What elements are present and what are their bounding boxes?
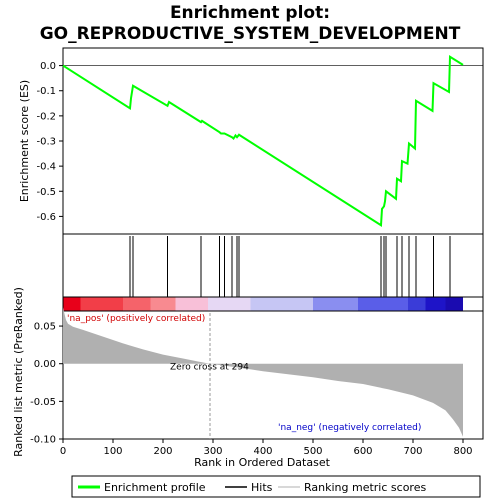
negative-correlated-label: 'na_neg' (negatively correlated) (278, 423, 421, 433)
x-tick-label: 200 (153, 446, 172, 457)
ranked-y-tick-label: -0.05 (30, 397, 56, 408)
ranked-y-tick-label: -0.10 (30, 435, 56, 446)
title-line-2: GO_REPRODUCTIVE_SYSTEM_DEVELOPMENT (40, 24, 461, 44)
ranked-y-tick-label: 0.05 (34, 322, 56, 333)
color-bar-segment (175, 297, 208, 311)
zero-cross-label: Zero cross at 294 (170, 363, 249, 373)
x-tick-label: 500 (303, 446, 322, 457)
legend-items: Enrichment profile Hits Ranking metric sco… (78, 481, 426, 494)
legend-label: Ranking metric scores (304, 481, 426, 494)
hit-markers (129, 236, 451, 297)
color-bar-segment (313, 297, 358, 311)
es-y-tick-label: -0.1 (36, 86, 56, 97)
es-y-tick-label: 0.0 (40, 61, 56, 72)
hits-panel (62, 233, 484, 298)
title-line-1: Enrichment plot: (170, 3, 330, 23)
x-axis-label: Rank in Ordered Dataset (194, 456, 331, 469)
ranked-panel: 0.05 0.00 -0.05 -0.10 'na_pos' (positively … (12, 287, 484, 457)
color-bar-segment (408, 297, 426, 311)
color-bar-segment (208, 297, 251, 311)
legend-label: Enrichment profile (104, 481, 206, 494)
color-bar-segment (358, 297, 408, 311)
color-bar-segment (250, 297, 313, 311)
legend-box (71, 475, 481, 498)
hits-panel-frame (62, 233, 484, 298)
x-tick-label: 0 (60, 446, 66, 457)
x-axis-ticks: 0 100 200 300 400 500 600 700 800 (60, 439, 473, 457)
color-bar-segment (123, 297, 151, 311)
es-y-tick-label: -0.6 (36, 212, 56, 223)
positive-correlated-label: 'na_pos' (positively correlated) (67, 314, 205, 324)
es-y-tick-label: -0.3 (36, 137, 56, 148)
color-bar-segment (445, 297, 463, 311)
es-y-label: Enrichment score (ES) (18, 80, 31, 202)
x-tick-label: 600 (353, 446, 372, 457)
rank-color-bar (63, 297, 463, 311)
es-panel: 0.0 -0.1 -0.2 -0.3 -0.4 -0.5 -0.6 Enrichment s… (18, 47, 484, 235)
es-y-ticks: 0.0 -0.1 -0.2 -0.3 -0.4 -0.5 -0.6 (36, 61, 63, 223)
ranked-y-tick-label: 0.00 (34, 359, 56, 370)
x-tick-label: 300 (203, 446, 222, 457)
es-y-tick-label: -0.5 (36, 187, 56, 198)
ranked-y-label: Ranked list metric (PreRanked) (12, 287, 25, 457)
color-bar-segment (425, 297, 446, 311)
color-bar-segment (80, 297, 123, 311)
x-tick-label: 100 (103, 446, 122, 457)
es-panel-frame (62, 47, 484, 235)
ranking-metric-area (63, 307, 463, 437)
color-bar-segment (63, 297, 81, 311)
x-tick-label: 800 (453, 446, 472, 457)
es-y-tick-label: -0.2 (36, 111, 56, 122)
legend-label: Hits (251, 481, 273, 494)
color-bar-segment (150, 297, 176, 311)
ranked-y-ticks: 0.05 0.00 -0.05 -0.10 (30, 322, 63, 446)
legend: Enrichment profile Hits Ranking metric sco… (71, 475, 481, 498)
x-tick-label: 700 (403, 446, 422, 457)
x-tick-label: 400 (253, 446, 272, 457)
es-y-tick-label: -0.4 (36, 162, 56, 173)
enrichment-profile-line (62, 55, 464, 227)
